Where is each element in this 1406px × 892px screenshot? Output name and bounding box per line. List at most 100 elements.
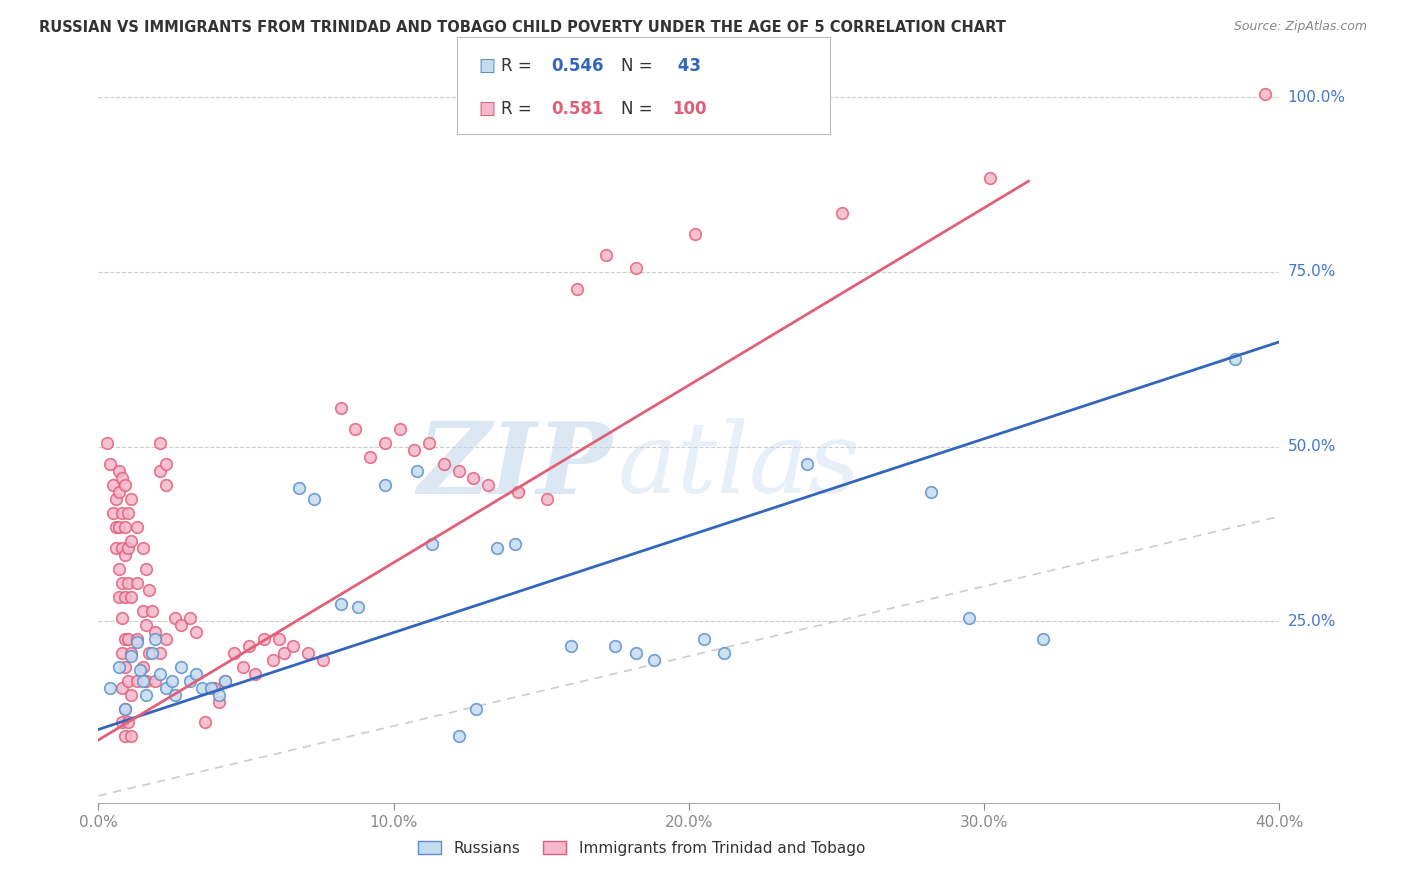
Point [135, 673, 157, 688]
Legend: Russians, Immigrants from Trinidad and Tobago: Russians, Immigrants from Trinidad and T… [412, 835, 872, 862]
Point [105, 541, 128, 555]
Point [149, 464, 172, 478]
Point [98, 457, 121, 471]
Point [117, 506, 139, 520]
Point [155, 681, 177, 695]
Point [125, 632, 148, 646]
Point [135, 562, 157, 576]
Point [243, 666, 266, 681]
Point [111, 506, 134, 520]
Point [114, 730, 136, 744]
Point [374, 478, 396, 492]
Text: Source: ZipAtlas.com: Source: ZipAtlas.com [1233, 20, 1367, 33]
Point [111, 646, 134, 660]
Point [1254, 87, 1277, 101]
Point [120, 590, 142, 604]
Point [288, 482, 311, 496]
Point [347, 600, 370, 615]
Point [463, 471, 485, 485]
Point [565, 282, 588, 296]
Point [108, 464, 131, 478]
Point [420, 537, 443, 551]
Point [273, 646, 295, 660]
Point [465, 701, 488, 715]
Point [560, 639, 582, 653]
Point [170, 659, 193, 673]
Point [141, 646, 163, 660]
Point [595, 247, 617, 261]
Text: □: □ [478, 56, 495, 75]
Text: □: □ [478, 100, 495, 119]
Point [143, 673, 166, 688]
Point [120, 649, 142, 664]
Point [344, 422, 367, 436]
Point [114, 701, 136, 715]
Point [149, 436, 172, 450]
Point [111, 471, 134, 485]
Point [302, 491, 325, 506]
Point [447, 730, 470, 744]
Point [191, 681, 214, 695]
Point [959, 610, 981, 624]
Point [238, 639, 260, 653]
Point [125, 635, 148, 649]
Point [208, 694, 231, 708]
Point [605, 639, 627, 653]
Point [404, 443, 426, 458]
Point [132, 541, 155, 555]
Point [406, 464, 429, 478]
Point [683, 227, 706, 241]
Point [713, 646, 735, 660]
Text: ■: ■ [478, 56, 495, 75]
Point [165, 610, 187, 624]
Point [165, 688, 187, 702]
Point [184, 666, 207, 681]
Point [138, 582, 160, 597]
Point [132, 604, 155, 618]
Point [503, 537, 526, 551]
Point [125, 575, 148, 590]
Point [108, 659, 131, 673]
Point [979, 170, 1001, 185]
Point [477, 478, 499, 492]
Point [143, 632, 166, 646]
Point [267, 632, 290, 646]
Point [141, 604, 163, 618]
Point [120, 533, 142, 548]
Point [120, 491, 142, 506]
Point [796, 457, 818, 471]
Point [536, 491, 558, 506]
Point [170, 617, 193, 632]
Point [117, 541, 139, 555]
Text: 100: 100 [672, 100, 707, 119]
Point [214, 673, 236, 688]
Point [184, 624, 207, 639]
Point [125, 673, 148, 688]
Point [433, 457, 456, 471]
Point [117, 632, 139, 646]
Point [162, 673, 183, 688]
Point [111, 575, 134, 590]
Point [143, 624, 166, 639]
Point [232, 659, 254, 673]
Point [202, 681, 225, 695]
Point [179, 610, 201, 624]
Point [359, 450, 381, 464]
Point [283, 639, 305, 653]
Point [114, 520, 136, 534]
Point [329, 401, 352, 416]
Point [208, 688, 231, 702]
Point [374, 436, 396, 450]
Point [114, 590, 136, 604]
Text: 100.0%: 100.0% [1288, 90, 1346, 105]
Text: 25.0%: 25.0% [1288, 614, 1336, 629]
Point [111, 541, 134, 555]
Point [111, 715, 134, 730]
Point [155, 632, 177, 646]
Point [114, 632, 136, 646]
Point [643, 652, 665, 666]
Point [1225, 352, 1247, 367]
Point [132, 659, 155, 673]
Point [120, 688, 142, 702]
Point [200, 681, 222, 695]
